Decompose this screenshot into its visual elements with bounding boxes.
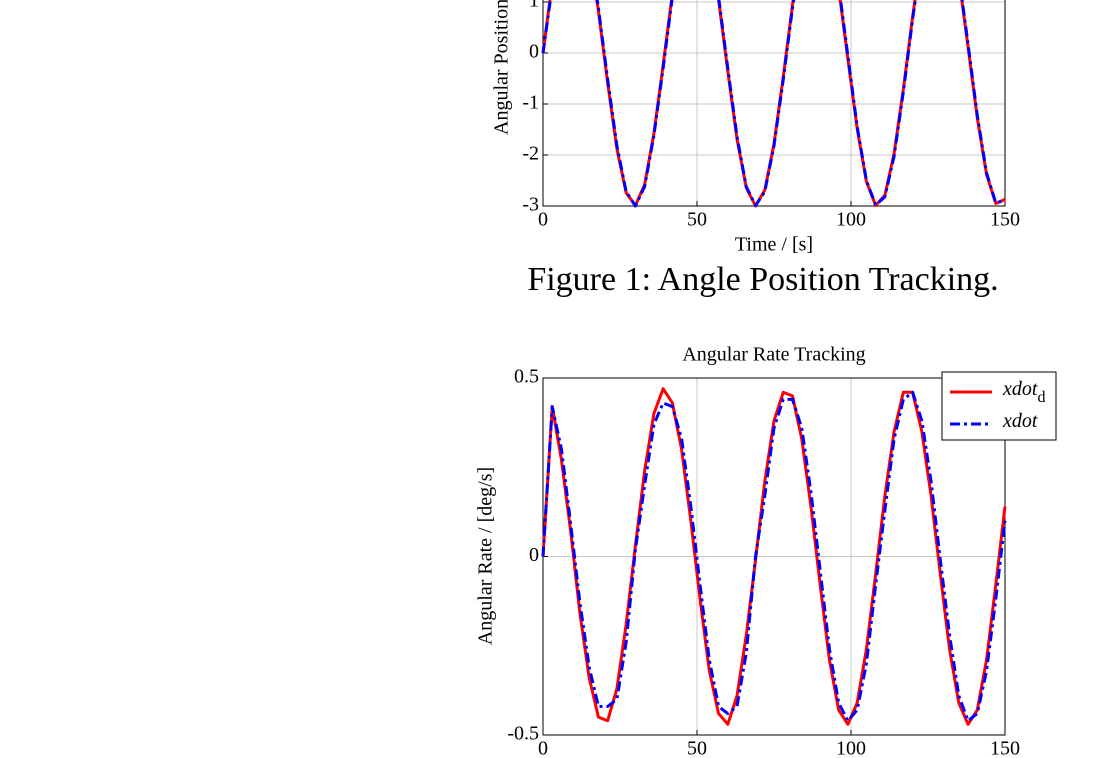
legend-label: xdot bbox=[1002, 410, 1038, 432]
x-tick-label: 0 bbox=[538, 738, 548, 758]
y-tick-label: -0.5 bbox=[507, 723, 539, 745]
y-tick-label: -1 bbox=[522, 92, 539, 114]
legend-subscript: d bbox=[1037, 389, 1045, 406]
y-tick-label: 1 bbox=[529, 0, 539, 12]
x-tick-label: 50 bbox=[687, 738, 707, 758]
series-line bbox=[541, 0, 1006, 208]
legend-name: xdot bbox=[1002, 410, 1038, 432]
x-tick-label: 150 bbox=[990, 209, 1020, 231]
x-tick-label: 150 bbox=[990, 738, 1020, 758]
y-tick-label: 0 bbox=[529, 544, 539, 566]
legend-box bbox=[941, 371, 1057, 441]
x-tick-label: 0 bbox=[538, 209, 548, 231]
y-axis-label: Angular Rate / [deg/s] bbox=[475, 467, 497, 645]
x-tick-label: 100 bbox=[836, 738, 866, 758]
y-axis-label: Angular Position bbox=[491, 0, 513, 135]
legend-name: xdot bbox=[1002, 378, 1038, 400]
x-tick-label: 100 bbox=[836, 209, 866, 231]
chart-title: Angular Rate Tracking bbox=[682, 344, 865, 366]
y-tick-label: 0 bbox=[529, 41, 539, 63]
y-tick-label: 0.5 bbox=[514, 366, 539, 388]
y-tick-label: -3 bbox=[522, 194, 539, 216]
x-tick-label: 50 bbox=[687, 209, 707, 231]
x-axis-label: Time / [s] bbox=[735, 234, 813, 256]
series-line bbox=[541, 390, 1007, 723]
y-tick-label: -2 bbox=[522, 143, 539, 165]
legend-label: xdotd bbox=[1002, 378, 1045, 406]
series-line bbox=[541, 387, 1007, 726]
figure-caption: Figure 1: Angle Position Tracking. bbox=[527, 261, 998, 298]
